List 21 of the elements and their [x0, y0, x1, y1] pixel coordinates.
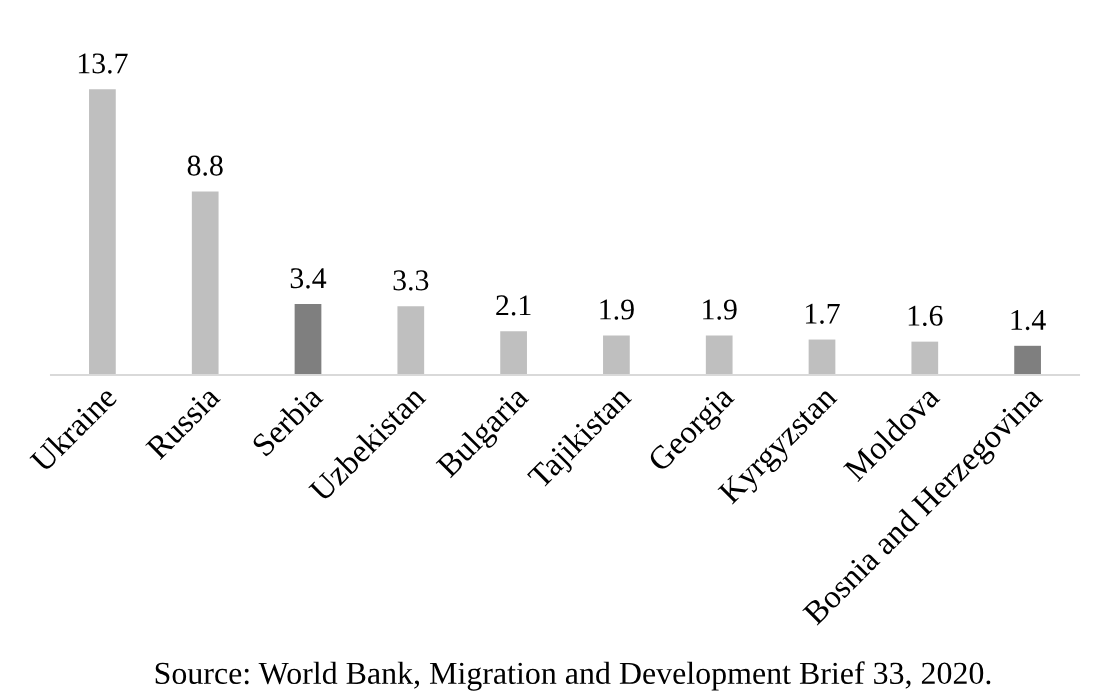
bar — [294, 304, 322, 375]
bar — [1014, 345, 1041, 375]
bar — [191, 191, 219, 375]
data-label: 1.7 — [805, 303, 840, 324]
data-label: 8.8 — [187, 155, 223, 176]
bar — [808, 339, 836, 375]
bar — [397, 306, 425, 375]
data-label: 1.9 — [703, 299, 737, 320]
data-label: 1.9 — [600, 299, 634, 320]
data-label: 3.3 — [393, 270, 429, 291]
data-label: 3.4 — [290, 268, 327, 289]
data-label: 1.6 — [908, 305, 943, 326]
bar — [911, 341, 939, 375]
source-note: Source: World Bank, Migration and Development Brief 33, 2020. — [155, 661, 991, 691]
data-label: 1.4 — [1011, 310, 1046, 331]
bar — [603, 335, 630, 375]
data-label: 2.1 — [496, 295, 531, 316]
bar — [500, 331, 527, 375]
bar — [705, 335, 733, 375]
bar — [89, 89, 116, 375]
data-label: 13.7 — [78, 53, 128, 74]
